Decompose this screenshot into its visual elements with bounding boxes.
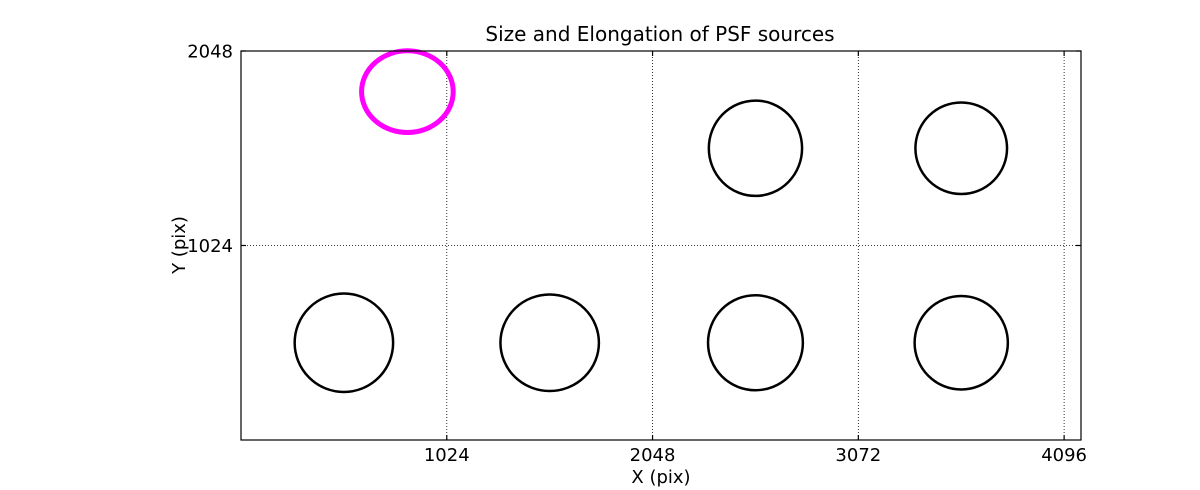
x-tick-label: 1024 [424,445,470,466]
psf-source-ellipse [499,293,601,393]
y-tick-label-layer: 1024 2048 [187,42,233,258]
psf-source-ellipse [914,101,1009,196]
psf-source-layer [293,48,1010,394]
tick-mark-layer [241,50,1081,440]
y-axis-label: Y (pix) [169,216,190,275]
x-axis-label: X (pix) [631,467,690,488]
psf-source-ellipse [293,292,395,394]
psf-source-ellipse [913,294,1010,391]
psf-source-ellipse-flagged [359,48,456,135]
x-tick-label: 2048 [630,445,676,466]
y-tick-label: 1024 [187,236,233,257]
psf-source-ellipse [706,294,805,392]
y-tick-label: 2048 [187,42,233,63]
psf-source-ellipse [707,99,804,198]
x-tick-label: 4096 [1041,445,1087,466]
chart-title: Size and Elongation of PSF sources [485,22,834,46]
x-tick-label: 3072 [835,445,881,466]
x-tick-label-layer: 1024 2048 3072 4096 [424,445,1087,466]
